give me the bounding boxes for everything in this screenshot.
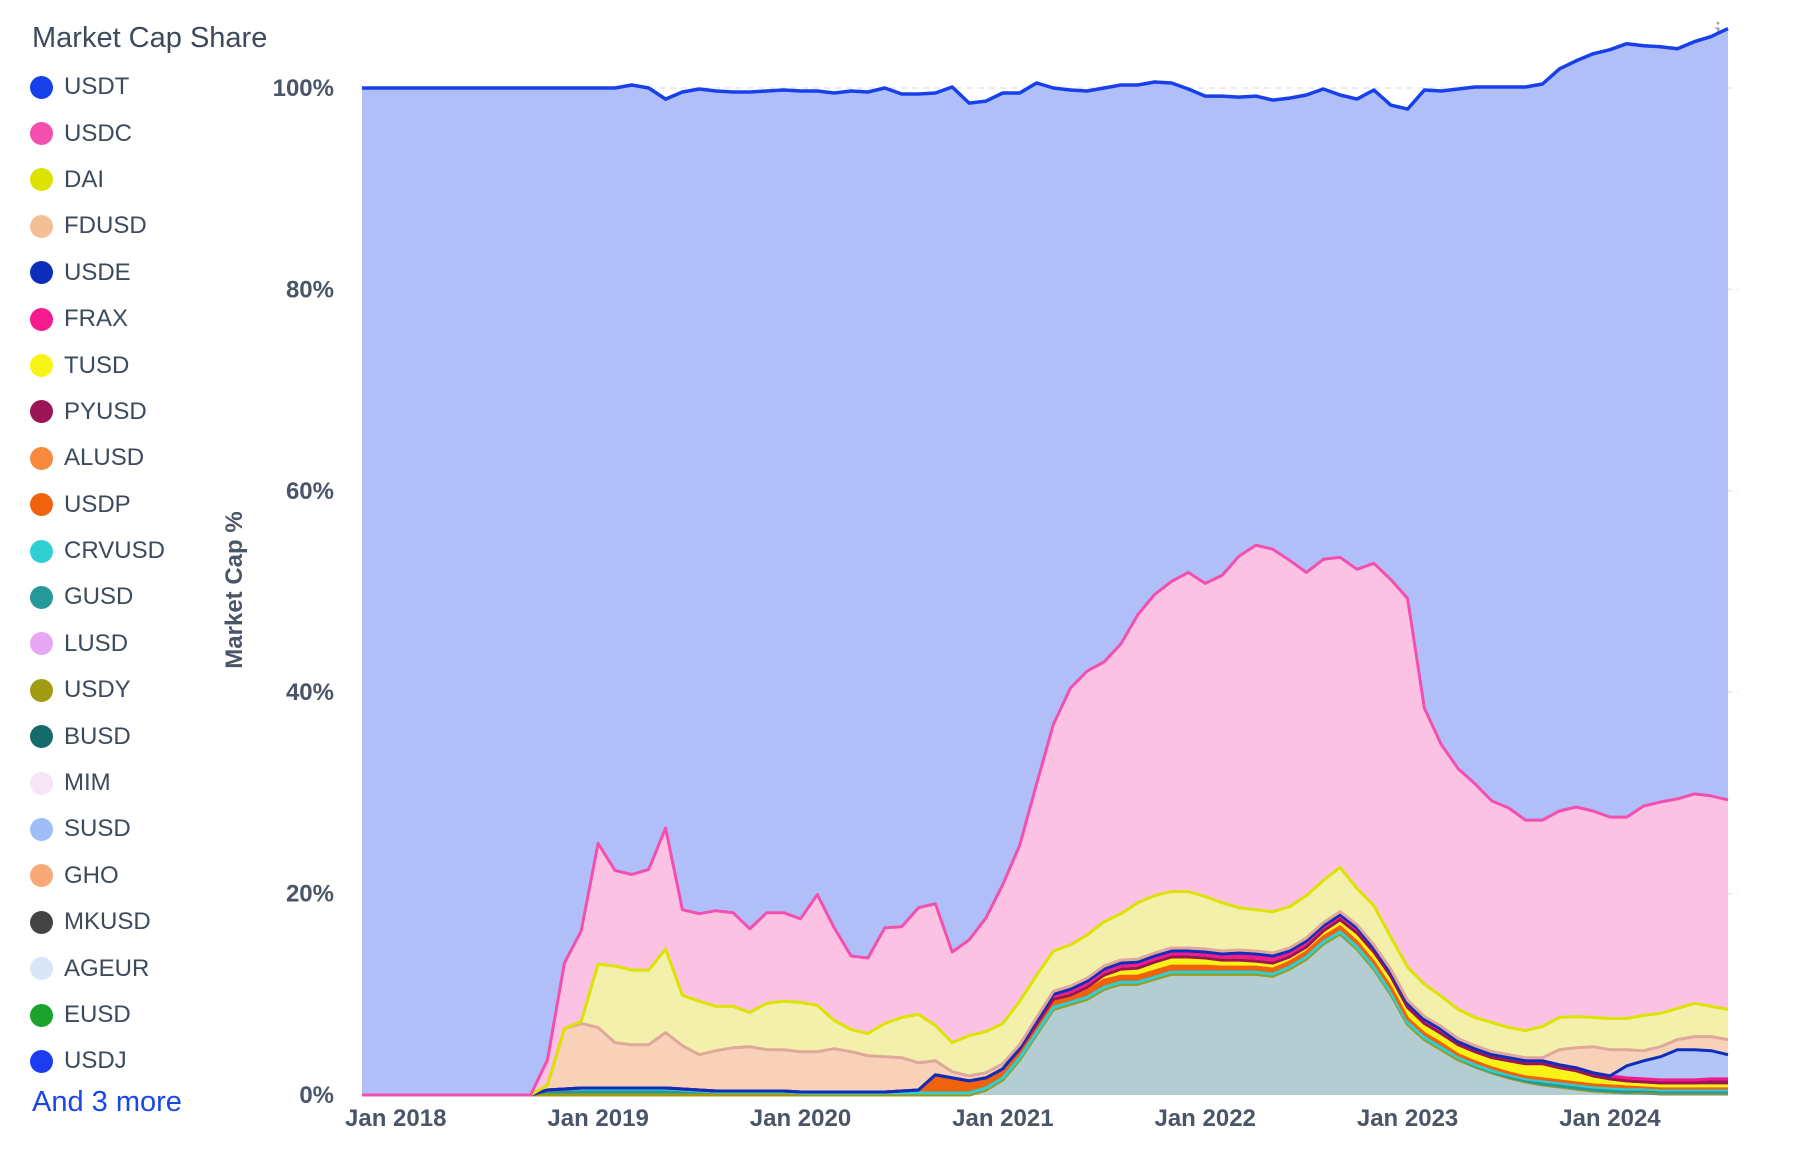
legend-item-busd[interactable]: BUSD [30, 713, 260, 759]
area-usdc [362, 545, 1728, 1095]
legend-item-pyusd[interactable]: PYUSD [30, 389, 260, 435]
legend-label: BUSD [64, 722, 131, 750]
legend-swatch [30, 539, 53, 563]
legend-item-frax[interactable]: FRAX [30, 296, 260, 342]
legend-item-gusd[interactable]: GUSD [30, 574, 260, 620]
legend-swatch [30, 214, 53, 238]
line-usdc [362, 543, 1729, 1097]
legend-label: ALUSD [64, 444, 145, 472]
legend-label: PYUSD [64, 397, 147, 425]
legend-label: DAI [64, 165, 105, 193]
legend-swatch [30, 910, 53, 934]
legend-item-alusd[interactable]: ALUSD [30, 435, 260, 481]
legend-item-usde[interactable]: USDE [30, 250, 260, 296]
legend-item-usdt[interactable]: USDT [30, 64, 260, 110]
x-tick-label: Jan 2022 [1154, 1105, 1255, 1132]
legend-swatch [30, 957, 53, 981]
line-dai [362, 865, 1729, 1097]
legend-label: MKUSD [64, 908, 151, 936]
legend-item-mim[interactable]: MIM [30, 760, 260, 806]
x-tick-label: Jan 2021 [952, 1105, 1053, 1132]
legend-label: TUSD [64, 351, 130, 379]
legend-swatch [30, 446, 53, 470]
legend-swatch [30, 122, 53, 146]
y-tick-label: 60% [286, 478, 334, 505]
area-usdt [362, 28, 1728, 1096]
legend-label: USDJ [64, 1047, 127, 1075]
legend-item-lusd[interactable]: LUSD [30, 621, 260, 667]
legend-item-gho[interactable]: GHO [30, 853, 260, 899]
legend-swatch [30, 493, 53, 517]
legend-swatch [30, 1049, 53, 1073]
legend-item-usdj[interactable]: USDJ [30, 1038, 260, 1084]
legend-item-usdc[interactable]: USDC [30, 110, 260, 156]
legend-item-usdy[interactable]: USDY [30, 667, 260, 713]
legend-label: SUSD [64, 815, 131, 843]
y-tick-label: 100% [273, 75, 334, 102]
legend-swatch [30, 307, 53, 331]
legend-label: LUSD [64, 629, 129, 657]
legend-item-tusd[interactable]: TUSD [30, 342, 260, 388]
legend-label: GUSD [64, 583, 134, 611]
y-axis-title: Market Cap % [221, 511, 248, 668]
legend-swatch [30, 864, 53, 888]
legend-label: USDY [64, 676, 131, 704]
y-tick-label: 20% [286, 881, 334, 908]
legend-label: FRAX [64, 305, 129, 333]
x-tick-label: Jan 2023 [1357, 1105, 1458, 1132]
line-usde [362, 913, 1729, 1097]
legend-label: USDT [64, 73, 130, 101]
legend-label: USDP [64, 490, 131, 518]
area-dai [362, 867, 1728, 1095]
y-tick-label: 0% [299, 1082, 334, 1109]
legend-swatch [30, 168, 53, 192]
legend-label: FDUSD [64, 212, 147, 240]
legend-swatch [30, 75, 53, 99]
legend-label: USDE [64, 258, 131, 286]
x-tick-label: Jan 2020 [750, 1105, 851, 1132]
legend-item-dai[interactable]: DAI [30, 157, 260, 203]
legend-item-susd[interactable]: SUSD [30, 806, 260, 852]
legend-label: AGEUR [64, 954, 150, 982]
legend-label: MIM [64, 769, 111, 797]
legend-swatch [30, 632, 53, 656]
legend-label: USDC [64, 119, 133, 147]
line-fdusd [362, 910, 1729, 1097]
x-tick-label: Jan 2024 [1559, 1105, 1661, 1132]
legend-swatch [30, 771, 53, 795]
line-usdt [362, 27, 1729, 111]
more-legend-link[interactable]: And 3 more [32, 1086, 182, 1118]
legend-swatch [30, 1003, 53, 1027]
legend-swatch [30, 725, 53, 749]
legend: USDT USDC DAI FDUSD USDE FRAX TUSD PYUSD ALUSD US… [30, 64, 260, 1085]
legend-swatch [30, 678, 53, 702]
legend-item-usdp[interactable]: USDP [30, 482, 260, 528]
legend-item-mkusd[interactable]: MKUSD [30, 899, 260, 945]
legend-swatch [30, 354, 53, 378]
legend-label: CRVUSD [64, 537, 165, 565]
legend-label: EUSD [64, 1001, 131, 1028]
legend-item-fdusd[interactable]: FDUSD [30, 203, 260, 249]
y-tick-label: 40% [286, 679, 334, 706]
legend-swatch [30, 261, 53, 285]
x-tick-label: Jan 2018 [345, 1105, 446, 1132]
area-busd [362, 933, 1728, 1095]
legend-item-crvusd[interactable]: CRVUSD [30, 528, 260, 574]
legend-swatch [30, 817, 53, 841]
x-tick-label: Jan 2019 [547, 1105, 648, 1132]
legend-swatch [30, 585, 53, 609]
legend-label: GHO [64, 861, 119, 889]
y-tick-label: 80% [286, 276, 334, 303]
legend-item-eusd[interactable]: EUSD [30, 992, 260, 1038]
chart-title: Market Cap Share [32, 22, 268, 54]
legend-item-ageur[interactable]: AGEUR [30, 945, 260, 991]
legend-swatch [30, 400, 53, 424]
